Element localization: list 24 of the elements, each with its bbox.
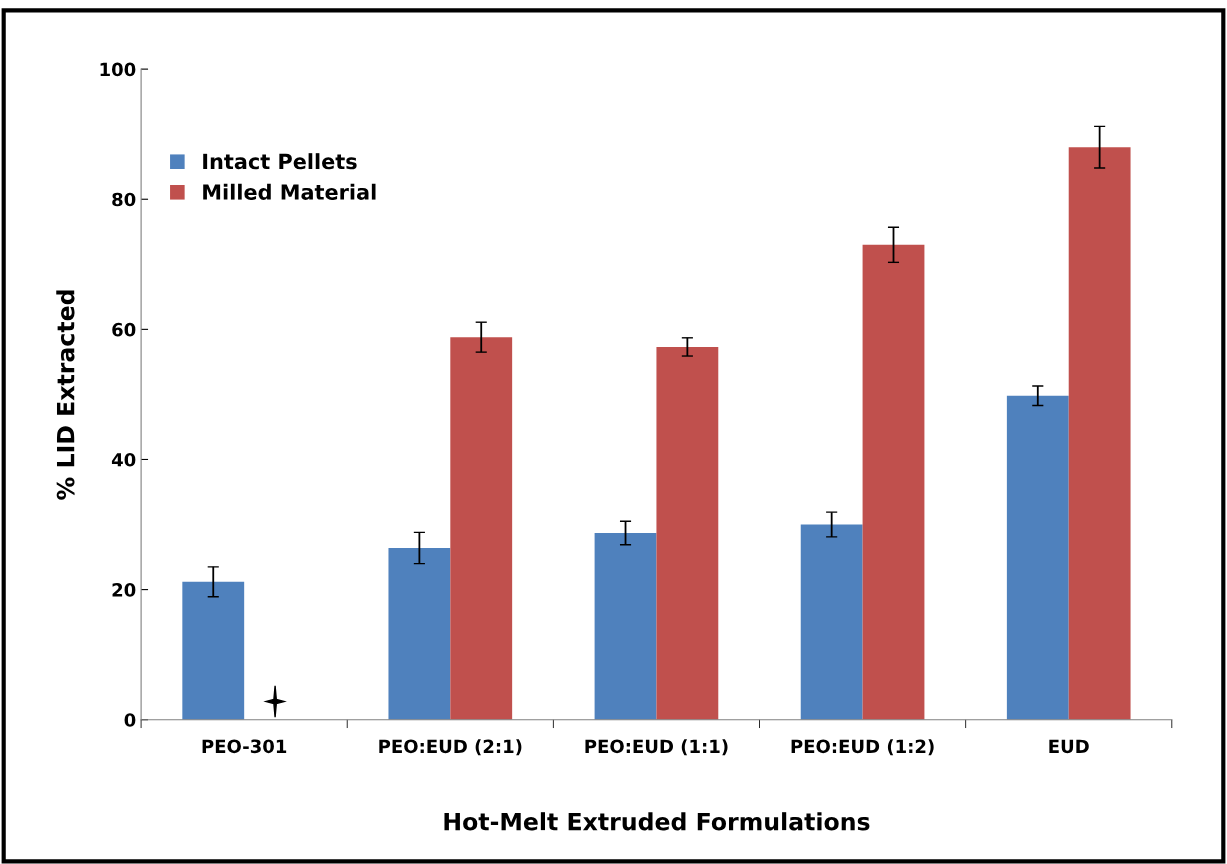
bar (862, 244, 925, 720)
x-tick-label: PEO:EUD (1:1) (585, 739, 728, 756)
bar (656, 346, 719, 720)
y-axis-title: % LID Extracted (56, 290, 75, 500)
x-tick-label: PEO:EUD (1:2) (791, 739, 934, 756)
x-tick-label: EUD (1049, 739, 1089, 754)
x-tick-label: PEO-301 (202, 739, 287, 754)
bar (1068, 147, 1131, 720)
bar (800, 524, 863, 720)
legend-label: Intact Pellets (203, 153, 357, 170)
y-tick-label: 100 (100, 62, 136, 77)
y-tick-label: 0 (124, 713, 136, 727)
x-axis-title: Hot-Melt Extruded Formulations (444, 812, 870, 831)
y-tick-label: 40 (111, 452, 136, 467)
y-tick-label: 80 (112, 192, 136, 207)
bar (450, 337, 513, 720)
bar (594, 532, 657, 720)
bar (388, 547, 451, 720)
y-tick-label: 20 (112, 583, 136, 597)
bar (182, 581, 245, 720)
y-tick-label: 60 (112, 322, 136, 337)
legend-label: Milled Material (203, 183, 376, 200)
bar (1006, 395, 1069, 720)
x-tick-label: PEO:EUD (2:1) (379, 739, 522, 756)
